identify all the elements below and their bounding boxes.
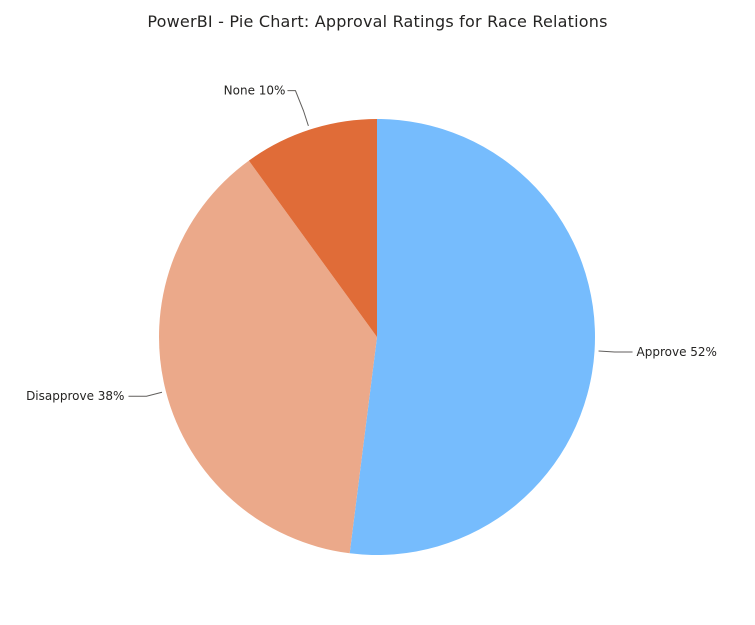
pie-slice-none[interactable]	[248, 119, 377, 337]
pie-slice-approve[interactable]	[349, 119, 596, 555]
slice-label-none: None 10%	[224, 84, 286, 98]
leader-lines	[128, 90, 633, 397]
slice-label-approve: Approve 52%	[637, 345, 717, 359]
slice-label-disapprove: Disapprove 38%	[26, 389, 124, 403]
pie-slices	[159, 119, 596, 555]
chart-title: PowerBI - Pie Chart: Approval Ratings fo…	[147, 12, 608, 31]
slice-labels: Approve 52% Disapprove 38% None 10%	[26, 84, 717, 404]
leader-line-disapprove	[128, 391, 163, 397]
leader-line-none	[287, 90, 309, 127]
pie-slice-disapprove[interactable]	[159, 160, 377, 554]
leader-line-approve	[598, 350, 633, 353]
